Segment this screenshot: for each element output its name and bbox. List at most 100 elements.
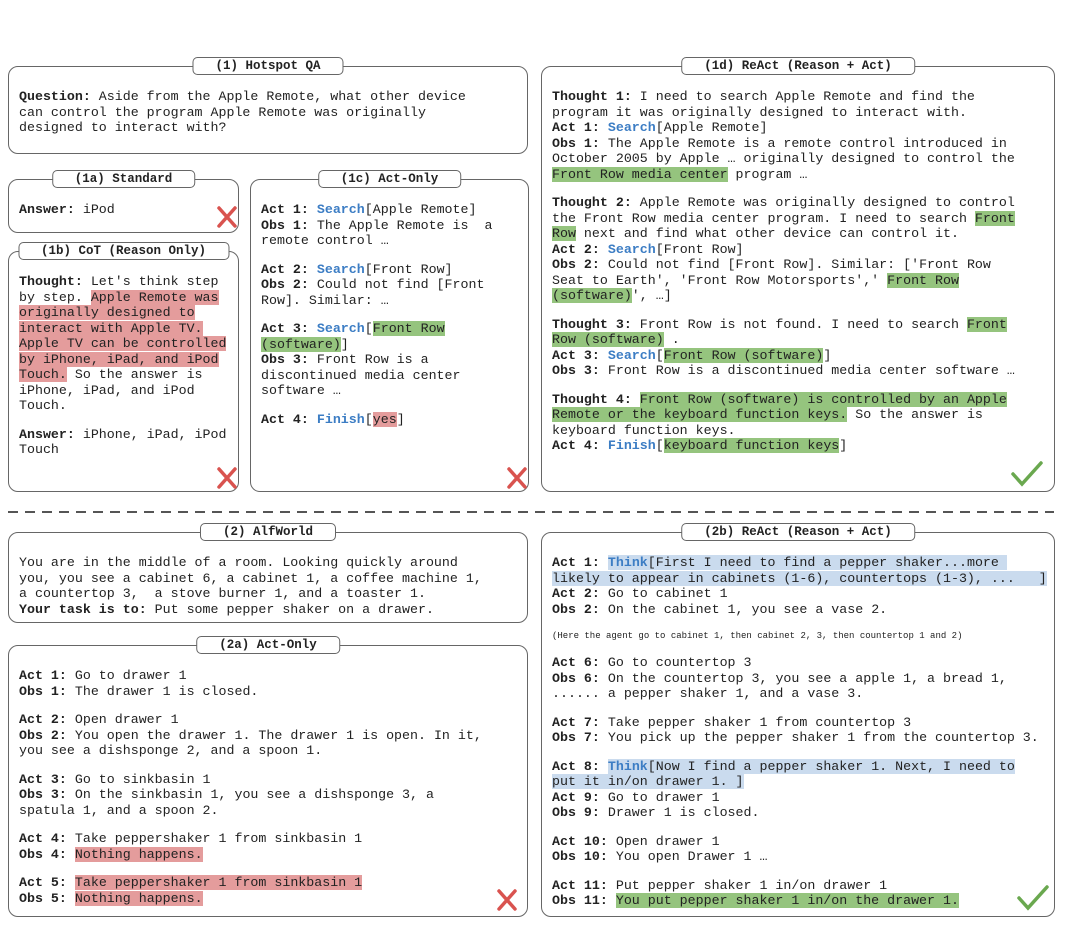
text-line: Obs 3: Front Row is a discontinued media… [552, 363, 1048, 379]
text-span: Act 1: [552, 555, 600, 570]
text-span [632, 392, 640, 407]
text-line: iPhone, iPad, and iPod [19, 383, 232, 399]
text-span: Act 1: [552, 120, 608, 135]
text-span: you see a dishsponge 2, and a spoon 1. [19, 743, 323, 758]
text-line: Act 4: Finish[yes] [261, 411, 522, 428]
paragraph: Act 10: Open drawer 1 Obs 10: You open Dr… [552, 834, 1048, 865]
text-line: Answer: iPhone, iPad, iPod [19, 427, 232, 443]
text-line: Obs 7: You pick up the pepper shaker 1 f… [552, 730, 1048, 746]
paragraph: Act 5: Take peppershaker 1 from sinkbasi… [19, 875, 521, 906]
text-span: Obs 3: [19, 787, 67, 802]
text-line: Obs 10: You open Drawer 1 … [552, 849, 1048, 865]
panel-body: You are in the middle of a room. Looking… [19, 555, 521, 630]
panel-title: (1d) ReAct (Reason + Act) [681, 57, 915, 75]
text-span: Obs 1: [261, 217, 309, 233]
text-span: Apple Remote was [90, 289, 219, 305]
text-line: Act 1: Search[Apple Remote] [552, 120, 1048, 136]
text-span: On the sinkbasin 1, you see a dishsponge… [66, 787, 434, 802]
text-span: Row]. Similar: … [261, 292, 389, 308]
panel: (1a) Standard Answer: iPod [8, 170, 239, 233]
text-line: Act 1: Go to drawer 1 [19, 668, 521, 684]
text-span: You put pepper shaker 1 in/on the drawer… [615, 893, 959, 908]
paragraph: Question: Aside from the Apple Remote, w… [19, 89, 521, 136]
text-line: a countertop 3, a stove burner 1, and a … [19, 586, 521, 602]
paragraph: Act 1: Think[First I need to find a pepp… [552, 555, 1048, 617]
panel-title: (1c) Act-Only [317, 170, 462, 188]
text-line: Obs 4: Nothing happens. [19, 846, 521, 863]
panel: (2b) ReAct (Reason + Act) Act 1: Think[Fi… [541, 523, 1055, 917]
text-span: Act 3: [261, 321, 317, 336]
text-span: Search [316, 261, 365, 277]
text-span: Go to cabinet 1 [599, 586, 728, 601]
text-span: ] [340, 336, 349, 352]
text-line: you see a dishsponge 2, and a spoon 1. [19, 743, 521, 759]
text-span: Obs 5: [19, 890, 67, 906]
text-span: The Apple Remote is a remote control int… [599, 135, 1007, 151]
text-span: you, you see a cabinet 6, a cabinet 1, a… [19, 570, 482, 586]
text-line: Thought 1: I need to search Apple Remote… [552, 89, 1048, 105]
text-span: spatula 1, and a spoon 2. [19, 802, 219, 818]
text-line: designed to interact with? [19, 120, 521, 136]
paragraph: Act 6: Go to countertop 3 Obs 6: On the c… [552, 655, 1048, 702]
text-line: Front Row media center program … [552, 166, 1048, 183]
text-span: Put some pepper shaker on a drawer. [146, 601, 434, 617]
text-span: program … [727, 166, 808, 182]
text-span: Obs 2: [19, 727, 67, 743]
text-span: Front Row (software) [663, 347, 824, 363]
paragraph: Thought: Let's think step by step. Apple … [19, 274, 232, 414]
text-span: Act 4: [552, 438, 608, 453]
text-line: Obs 3: On the sinkbasin 1, you see a dis… [19, 787, 521, 803]
text-span: Go to drawer 1 [599, 789, 720, 805]
text-span: Answer: [19, 426, 75, 442]
panel: (1b) CoT (Reason Only) Thought: Let's thi… [8, 242, 239, 492]
text-span: [Apple Remote] [364, 202, 477, 217]
text-span: Act 2: [19, 712, 67, 727]
text-line: originally designed to [19, 305, 232, 321]
text-line: (software)] [261, 336, 522, 353]
paragraph: Act 3: Search[Front Row (software)] Obs 3:… [261, 321, 522, 399]
text-line: Obs 1: The drawer 1 is closed. [19, 684, 521, 700]
text-span: Drawer 1 is closed. [599, 805, 760, 820]
panel-body: Act 1: Search[Apple Remote] Obs 1: The Ap… [261, 202, 522, 440]
divider [8, 511, 1054, 513]
text-span: Search [607, 241, 656, 257]
text-span [608, 893, 616, 908]
text-span: You are in the middle of a room. Looking… [19, 555, 458, 570]
text-span: Act 3: [19, 771, 67, 787]
text-span: likely to appear in cabinets (1-6), coun… [552, 570, 1047, 586]
text-span: Touch [19, 442, 59, 457]
text-span: Front Row [372, 321, 445, 336]
text-span: Obs 11: [552, 893, 608, 908]
text-span: (software) [552, 288, 632, 303]
paragraph: Act 3: Go to sinkbasin 1 Obs 3: On the si… [19, 772, 521, 819]
panel: (1c) Act-Only Act 1: Search[Apple Remote]… [250, 170, 529, 492]
panel-title: (2) AlfWorld [199, 523, 337, 541]
text-line: Act 2: Go to cabinet 1 [552, 586, 1048, 602]
text-span: Could not find [Front Row]. Similar: ['F… [599, 257, 991, 272]
text-span: Front [974, 210, 1015, 226]
text-span: The drawer 1 is closed. [66, 683, 259, 699]
text-span: can control the program Apple Remote was… [19, 104, 426, 120]
text-line: You are in the middle of a room. Looking… [19, 555, 521, 571]
text-span: discontinued media center [261, 367, 461, 383]
text-span: Act 4: [261, 411, 317, 427]
text-line: Act 5: Take peppershaker 1 from sinkbasi… [19, 875, 521, 891]
text-span: Open drawer 1 [607, 833, 720, 849]
text-line: Obs 9: Drawer 1 is closed. [552, 805, 1048, 821]
text-line: Obs 2: On the cabinet 1, you see a vase … [552, 602, 1048, 618]
text-line: Act 7: Take pepper shaker 1 from counter… [552, 715, 1048, 731]
paragraph: Act 11: Put pepper shaker 1 in/on drawer… [552, 878, 1048, 909]
text-span: On the cabinet 1, you see a vase 2. [599, 601, 888, 617]
text-line: Touch. So the answer is [19, 367, 232, 383]
text-span: . [663, 332, 680, 347]
text-span: Search [316, 202, 365, 217]
check-mark [1017, 885, 1049, 911]
text-span: Go to drawer 1 [66, 668, 187, 683]
text-span: Obs 2: [261, 277, 309, 292]
text-span: Front Row (software) is controlled by an… [639, 391, 1007, 407]
text-span: Answer: [19, 202, 75, 217]
panel-title: (1a) Standard [51, 170, 196, 188]
text-span: originally designed to [19, 305, 195, 320]
text-span: Front Row is a [308, 352, 429, 367]
text-span: keyboard function keys. [552, 422, 736, 438]
